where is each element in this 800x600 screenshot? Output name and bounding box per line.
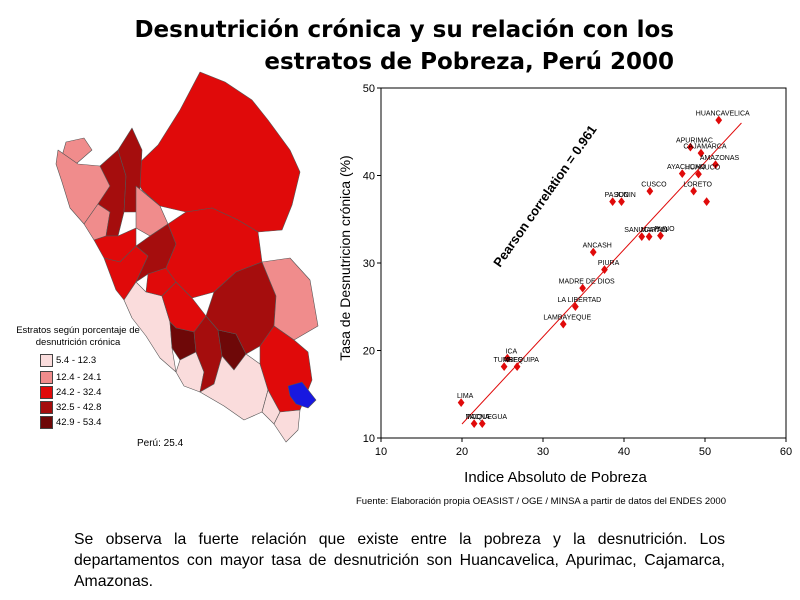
legend-title-line-2: desnutrición crónica (35, 337, 121, 348)
point-label: SAN MARTIN (624, 227, 667, 234)
x-tick-label: 10 (375, 446, 387, 458)
x-tick-label: 20 (456, 446, 468, 458)
point-label: LIMA (457, 393, 474, 400)
legend-item: 5.4 - 12.3 (40, 354, 96, 367)
scatter-chart: 10 20 30 40 50 60 10 20 30 40 50 Indice Absoluto de… (337, 83, 792, 486)
data-point: ♦ (655, 229, 666, 243)
legend-title: Estratos según porcentaje de desnutrició… (3, 325, 153, 349)
point-label: LORETO (683, 181, 712, 188)
data-point: ♦ (456, 396, 467, 410)
data-point: ♦ (713, 113, 724, 127)
y-tick-label: 20 (363, 346, 375, 358)
y-tick-label: 50 (363, 83, 375, 95)
point-label: LAMBAYEQUE (543, 314, 591, 321)
data-point: ♦ (499, 360, 510, 374)
data-point: ♦ (607, 195, 618, 209)
data-point: ♦ (502, 351, 513, 365)
y-tick-label: 40 (363, 171, 375, 183)
data-point: ♦ (685, 141, 696, 155)
point-label: AYACUCHO (667, 164, 706, 171)
point-label: ICA (506, 348, 518, 355)
point-label: JUNIN (615, 192, 636, 199)
data-point: ♦ (558, 317, 569, 331)
legend-label: 5.4 - 12.3 (56, 355, 97, 366)
data-point: ♦ (469, 417, 480, 431)
point-label: MOQUEGUA (465, 414, 507, 421)
legend-label: 32.5 - 42.8 (56, 402, 102, 413)
point-label: APURIMAC (676, 138, 713, 145)
x-tick-label: 40 (618, 446, 630, 458)
source-note: Fuente: Elaboración propia OEASIST / OGE… (356, 496, 726, 507)
point-label: ANCASH (583, 243, 612, 250)
region-arequipa (199, 353, 269, 421)
point-label: HUANCAVELICA (696, 110, 750, 117)
data-point: ♦ (644, 230, 655, 244)
point-label: MADRE DE DIOS (559, 278, 615, 285)
data-point: ♦ (512, 360, 523, 374)
point-label: AREQUIPA (503, 357, 539, 364)
point-label: CAJAMARCA (683, 144, 727, 151)
data-point: ♦ (616, 195, 627, 209)
region-tacna (273, 409, 301, 443)
trend-line (461, 122, 742, 425)
point-label: TACNA (467, 414, 491, 421)
legend-swatch (40, 354, 53, 367)
data-point: ♦ (701, 195, 712, 209)
point-label: LA LIBERTAD (558, 297, 602, 304)
x-tick-label: 30 (537, 446, 549, 458)
lake-titicaca (287, 381, 317, 409)
legend-item: 32.5 - 42.8 (40, 401, 101, 414)
point-label: PUNO (654, 226, 675, 233)
body-paragraph: Se observa la fuerte relación que existe… (74, 531, 725, 590)
y-tick-label: 10 (363, 433, 375, 445)
point-label: PASCO (605, 192, 630, 199)
title-line-1: Desnutrición crónica y su relación con l… (134, 17, 674, 43)
point-label: PIURA (598, 260, 620, 267)
data-point: ♦ (688, 184, 699, 198)
x-tick-label: 60 (780, 446, 792, 458)
data-point: ♦ (570, 300, 581, 314)
data-point: ♦ (645, 184, 656, 198)
y-tick-label: 30 (363, 258, 375, 270)
point-label: UCAYALI (639, 227, 668, 234)
legend-swatch (40, 371, 53, 384)
plot-frame (380, 87, 787, 439)
region-loreto (131, 71, 301, 233)
legend-swatch (40, 416, 53, 429)
data-point: ♦ (710, 158, 721, 172)
peru-choropleth-map (55, 71, 319, 443)
data-point: ♦ (588, 246, 599, 260)
legend-label: 42.9 - 53.4 (56, 417, 102, 428)
point-label: CUSCO (641, 181, 667, 188)
legend-label: 12.4 - 24.1 (56, 372, 102, 383)
data-point: ♦ (636, 230, 647, 244)
x-axis-label: Indice Absoluto de Pobreza (464, 469, 647, 486)
data-point: ♦ (693, 168, 704, 182)
data-point: ♦ (599, 263, 610, 277)
legend-label: 24.2 - 32.4 (56, 387, 102, 398)
legend-item: 24.2 - 32.4 (40, 386, 101, 399)
x-tick-label: 50 (699, 446, 711, 458)
data-point: ♦ (696, 147, 707, 161)
data-point: ♦ (477, 417, 488, 431)
peru-total-value: Perú: 25.4 (137, 438, 184, 449)
data-point: ♦ (677, 167, 688, 181)
legend-item: 42.9 - 53.4 (40, 416, 101, 429)
y-axis-label: Tasa de Desnutricion crónica (%) (337, 155, 353, 360)
legend-item: 12.4 - 24.1 (40, 371, 101, 384)
point-label: HUANUCO (685, 165, 721, 172)
point-label: AMAZONAS (700, 155, 740, 162)
title-line-2: estratos de Pobreza, Perú 2000 (264, 49, 674, 75)
point-label: TUMBES (494, 357, 524, 364)
region-madre-de-dios (261, 257, 319, 341)
data-point: ♦ (577, 281, 588, 295)
legend-title-line-1: Estratos según porcentaje de (16, 325, 140, 336)
legend-swatch (40, 401, 53, 414)
legend-swatch (40, 386, 53, 399)
